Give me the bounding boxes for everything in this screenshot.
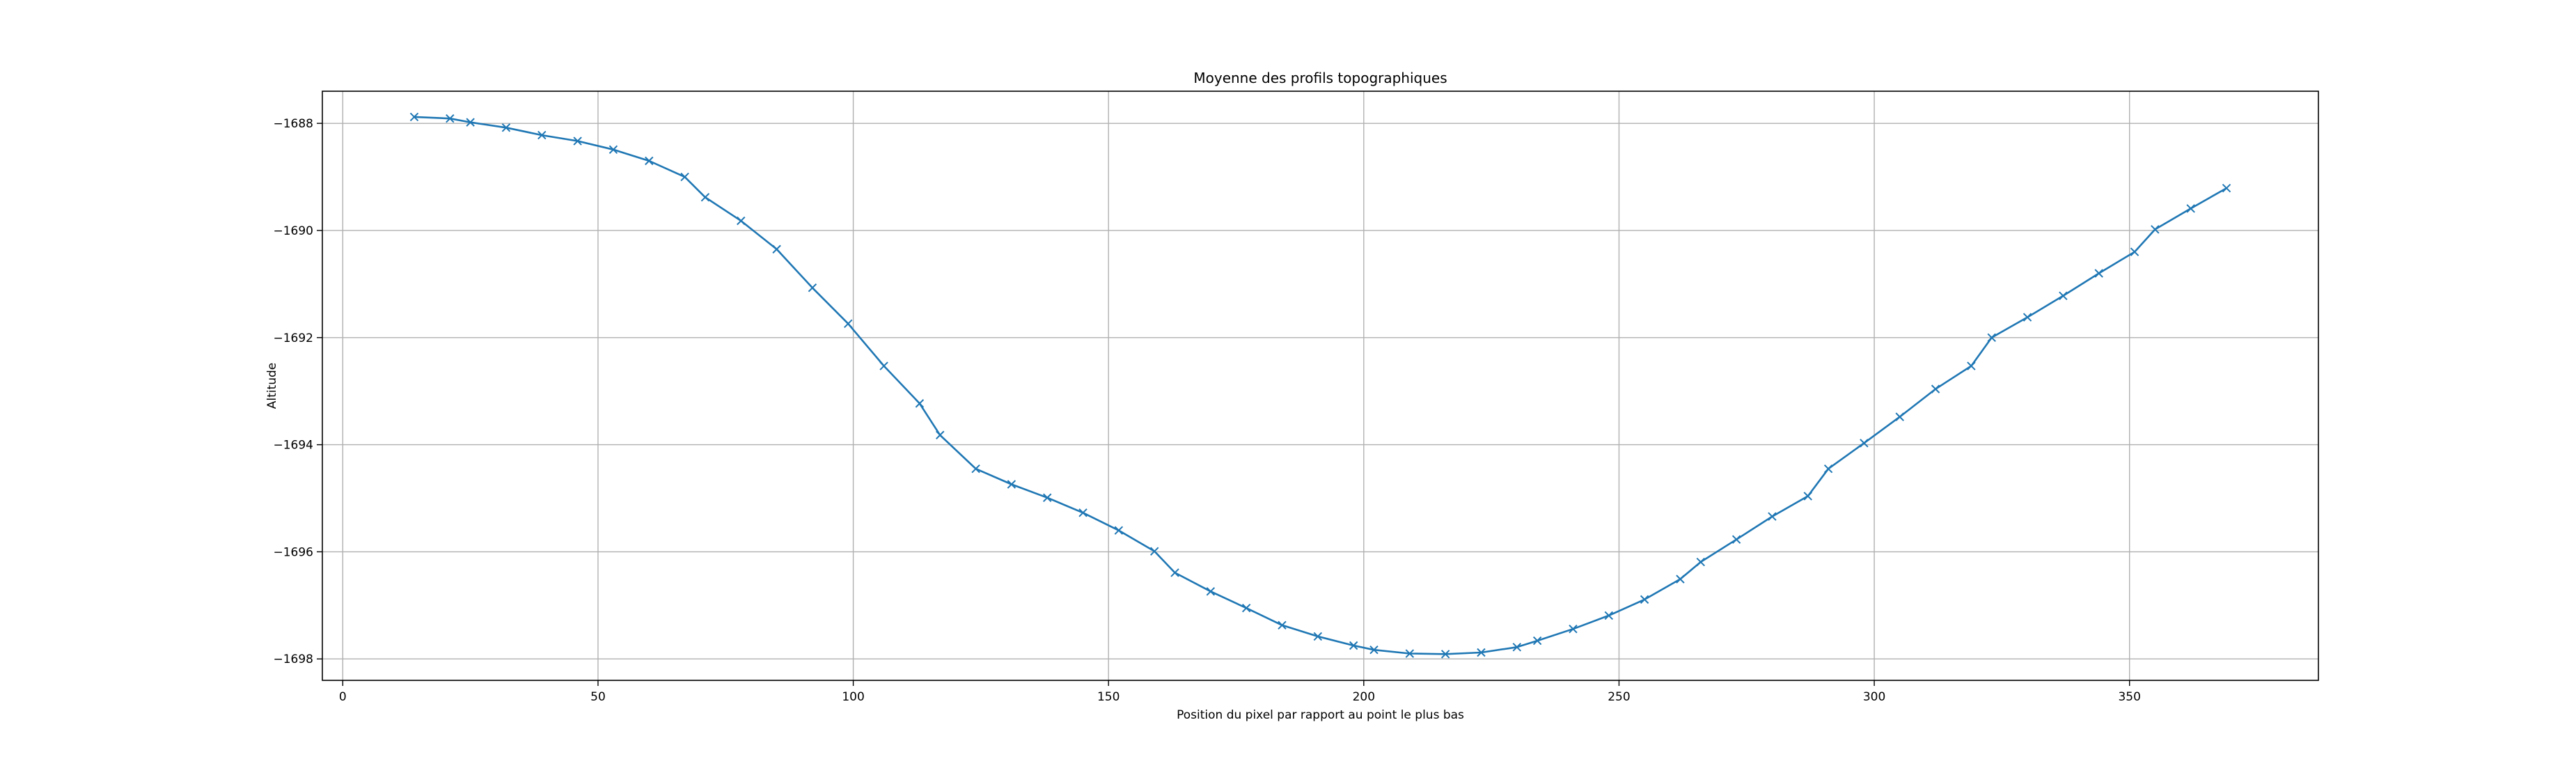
data-point-marker [409,112,419,122]
y-tick-label: −1692 [273,331,313,345]
data-point-marker [466,118,475,127]
data-point-marker [537,130,547,140]
data-point-marker [1931,384,1940,393]
data-point-marker [1512,643,1522,652]
data-point-marker [1895,412,1904,421]
data-point-marker [936,430,945,439]
data-point-marker [1278,620,1287,630]
plot-frame [322,91,2319,681]
data-point-marker [1170,568,1179,577]
y-tick-label: −1696 [273,545,313,559]
y-tick-label: −1690 [273,224,313,238]
x-tick-label: 150 [1097,690,1120,704]
data-point-marker [1803,492,1812,501]
data-point-marker [608,145,618,155]
data-point-marker [1676,574,1685,584]
x-tick-label: 300 [1863,690,1885,704]
data-point-marker [680,172,689,182]
y-axis-label: Altitude [265,363,279,409]
data-point-marker [1731,535,1741,544]
x-tick-label: 350 [2118,690,2140,704]
data-point-marker [772,244,781,254]
x-axis-label: Position du pixel par rapport au point l… [1177,708,1464,722]
data-point-marker [1149,547,1159,556]
data-point-marker [1604,611,1613,620]
data-point-marker [1369,645,1379,655]
data-point-marker [1349,641,1358,650]
data-point-marker [1078,508,1087,517]
y-tick-label: −1694 [273,439,313,453]
data-point-marker [737,216,746,226]
data-point-marker [1206,587,1216,596]
ticks-layer: 0 50 100 150 200 250 300 350 −1698 −1696 −1694 −169… [273,117,2140,704]
x-tick-label: 250 [1608,690,1630,704]
data-point-marker [446,114,455,123]
data-point-marker [700,193,710,202]
data-point-marker [1967,361,1976,370]
data-point-marker [915,399,925,408]
data-point-marker [971,464,980,474]
data-point-marker [1007,480,1016,489]
data-point-marker [2059,291,2068,300]
y-tick-label: −1688 [273,117,313,131]
data-point-marker [1477,648,1486,657]
data-point-marker [1860,439,1869,448]
x-tick-label: 200 [1353,690,1375,704]
data-point-marker [1696,557,1705,567]
data-point-marker [1569,624,1578,634]
data-point-marker [1440,650,1450,659]
data-point-marker [1768,512,1777,521]
data-point-marker [1823,464,1833,474]
data-point-marker [2130,247,2139,256]
data-point-marker [645,156,654,166]
data-point-marker [2222,183,2231,193]
data-point-marker [2186,204,2195,213]
data-point-marker [2151,225,2160,234]
data-point-marker [1313,632,1323,641]
data-point-marker [1640,595,1649,604]
x-tick-label: 50 [590,690,606,704]
data-point-marker [1405,649,1415,658]
data-point-marker [1114,526,1124,535]
grid-layer [322,91,2318,680]
data-point-marker [573,136,582,146]
data-point-marker [1532,636,1542,646]
data-point-marker [2023,313,2032,322]
data-point-marker [879,361,888,370]
y-tick-label: −1698 [273,652,313,666]
data-point-marker [808,283,817,292]
data-point-marker [1987,333,1996,342]
data-point-marker [1043,493,1052,502]
chart-title: Moyenne des profils topographiques [1193,70,1447,86]
series-line [413,116,2228,655]
data-point-marker [501,123,511,132]
x-tick-label: 100 [842,690,864,704]
data-point-marker [2094,269,2103,278]
data-point-marker [1241,603,1251,613]
x-tick-label: 0 [339,690,347,704]
series-layer [409,112,2231,659]
data-point-marker [844,319,853,328]
